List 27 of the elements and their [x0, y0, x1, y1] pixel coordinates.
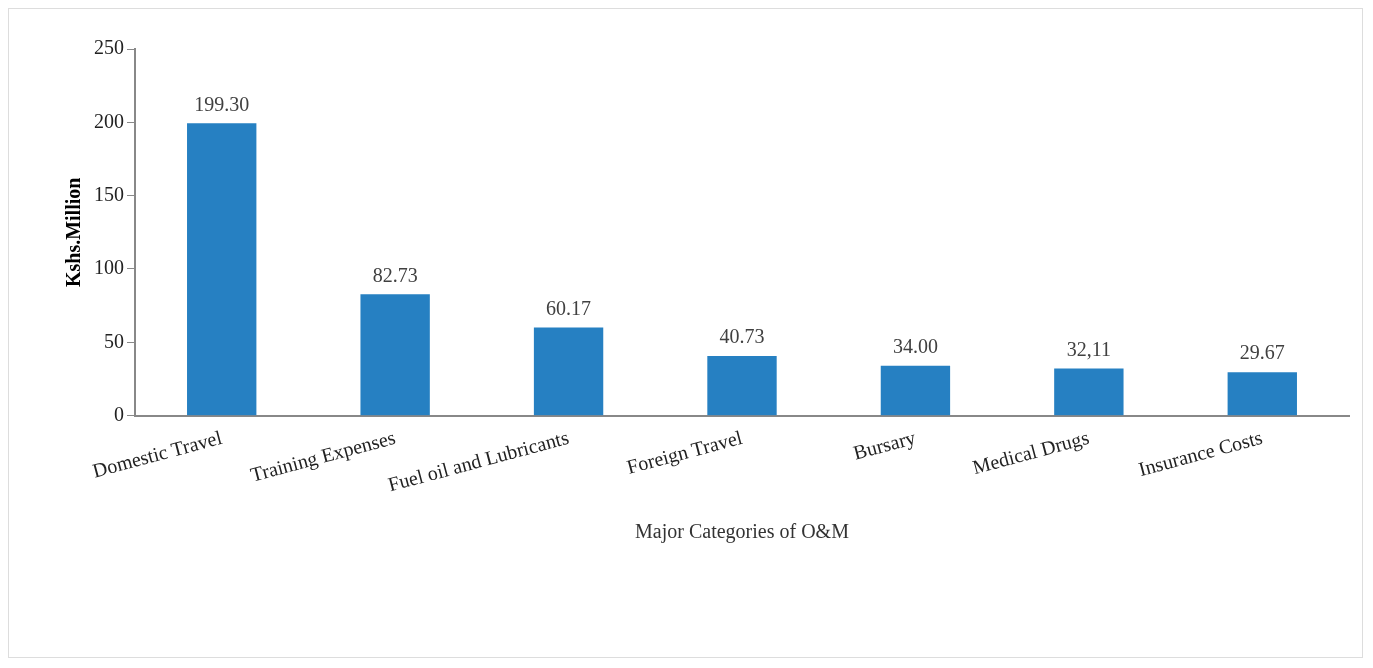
x-tick-label: Medical Drugs: [970, 425, 1092, 480]
y-tick-label: 250: [94, 36, 124, 59]
data-label: 60.17: [546, 296, 592, 319]
x-tick-label: Insurance Costs: [1136, 425, 1265, 481]
data-label: 82.73: [372, 263, 418, 286]
bar: [360, 294, 430, 416]
y-tick-label: 50: [104, 329, 124, 352]
data-label: 40.73: [719, 325, 765, 348]
y-tick-label: 100: [94, 256, 124, 279]
x-tick-label: Bursary: [850, 425, 919, 465]
bar: [1227, 372, 1297, 416]
x-tick-label: Foreign Travel: [624, 425, 746, 479]
bar: [533, 327, 604, 416]
bar: [1054, 368, 1124, 416]
data-label: 199.30: [194, 92, 250, 115]
y-axis-title: Kshs.Million: [62, 177, 85, 288]
bar: [880, 365, 951, 416]
data-label: 29.67: [1239, 341, 1285, 364]
x-axis-title: Major Categories of O&M: [635, 520, 850, 544]
data-label: 34.00: [892, 335, 938, 358]
data-label: 32,11: [1066, 337, 1111, 360]
y-tick-label: 200: [94, 109, 124, 132]
y-tick-label: 0: [114, 402, 124, 425]
x-tick-label: Domestic Travel: [90, 425, 225, 482]
y-tick-label: 150: [94, 182, 124, 205]
bar: [187, 123, 257, 416]
bar: [707, 355, 777, 416]
